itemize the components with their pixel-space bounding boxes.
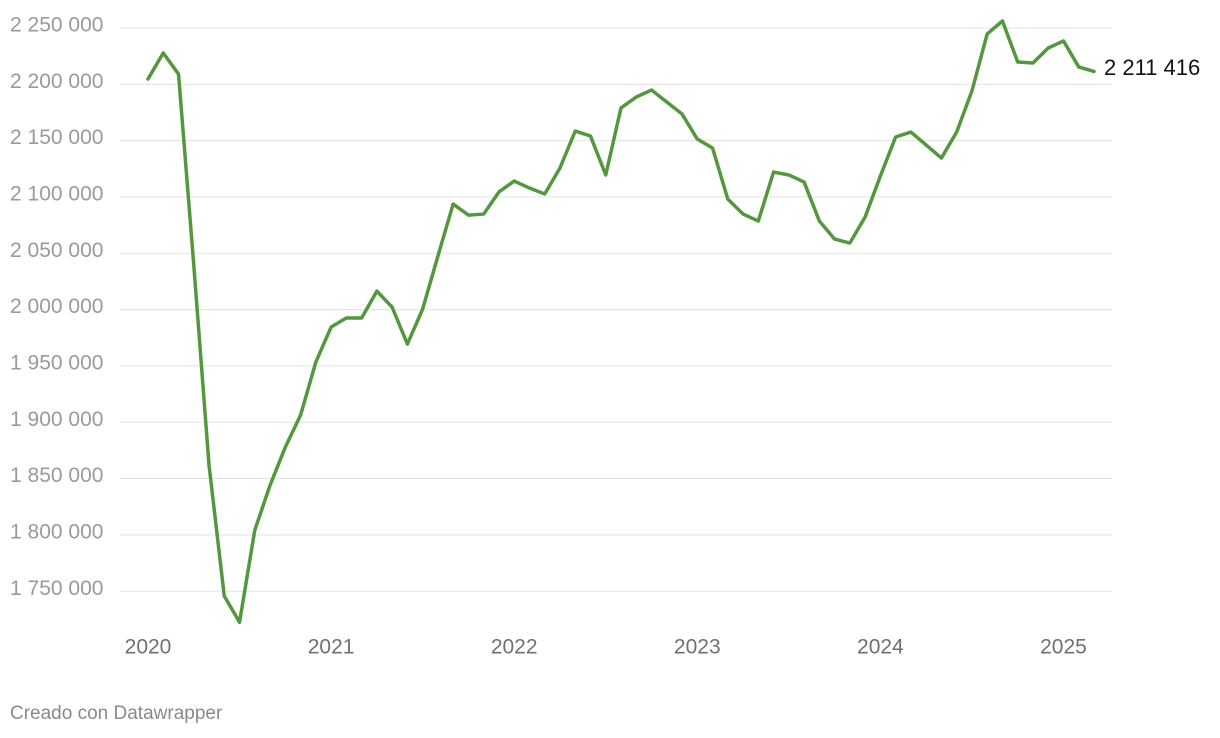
x-tick-label: 2022 bbox=[491, 636, 538, 659]
y-tick-label: 1 750 000 bbox=[10, 577, 103, 600]
y-tick-label: 2 250 000 bbox=[10, 14, 103, 37]
x-tick-label: 2023 bbox=[674, 636, 721, 659]
x-tick-label: 2024 bbox=[857, 636, 904, 659]
x-tick-label: 2025 bbox=[1040, 636, 1087, 659]
value-label: 2 211 416 bbox=[1104, 55, 1200, 80]
y-tick-label: 2 100 000 bbox=[10, 182, 103, 205]
y-tick-label: 2 000 000 bbox=[10, 295, 103, 318]
y-tick-label: 1 800 000 bbox=[10, 520, 103, 543]
y-tick-label: 1 950 000 bbox=[10, 351, 103, 374]
y-tick-label: 1 850 000 bbox=[10, 464, 103, 487]
x-tick-label: 2021 bbox=[308, 636, 355, 659]
x-tick-label: 2020 bbox=[125, 636, 172, 659]
y-tick-label: 2 150 000 bbox=[10, 126, 103, 149]
y-tick-label: 2 200 000 bbox=[10, 70, 103, 93]
y-tick-label: 1 900 000 bbox=[10, 408, 103, 431]
y-tick-label: 2 050 000 bbox=[10, 239, 103, 262]
line bbox=[146, 19, 1096, 624]
credit: Creado con Datawrapper bbox=[10, 703, 223, 724]
